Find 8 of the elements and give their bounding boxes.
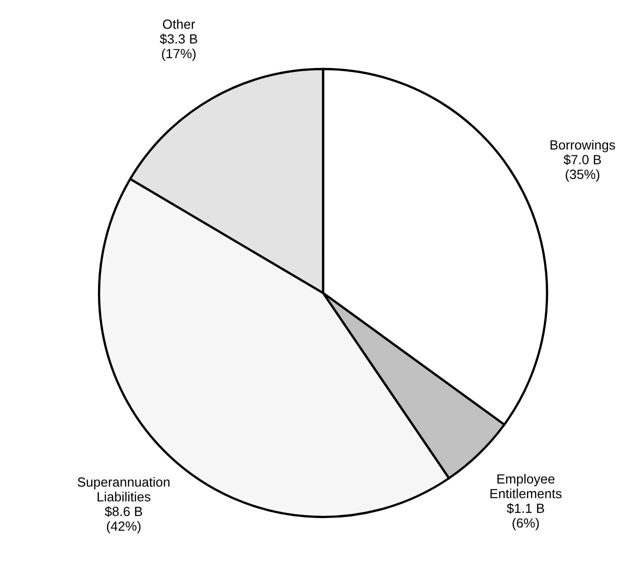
data-label: $1.1 B (6%) [506, 503, 544, 530]
data-label: $3.3 B (17%) [160, 34, 198, 61]
data-label: $8.6 B (42%) [104, 506, 142, 534]
slice-label: Borrowings [550, 140, 616, 152]
slice-label: Other [162, 19, 196, 29]
data-label: $7.0 B (35%) [564, 154, 601, 182]
slice-label: Employee Entitlements [490, 474, 562, 498]
slice-label: Superannuation Liabilities [78, 477, 170, 502]
